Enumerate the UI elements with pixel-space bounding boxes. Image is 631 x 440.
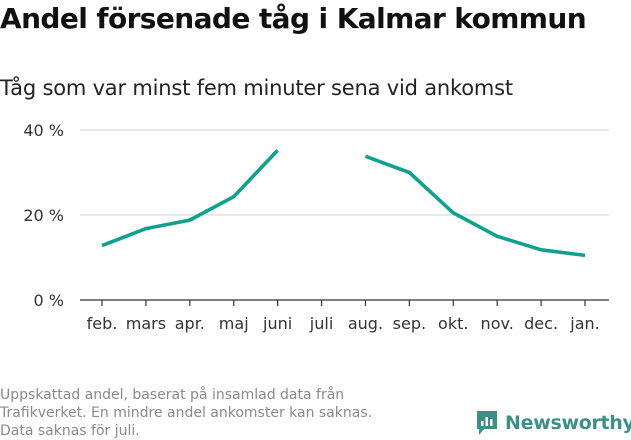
y-tick-label: 40 % (23, 121, 64, 140)
y-tick-labels: 0 % 20 % 40 % (23, 121, 64, 310)
y-tick-label: 0 % (34, 291, 64, 310)
y-tick-label: 20 % (23, 206, 64, 225)
x-tick-label: mars (126, 314, 166, 333)
x-tick-label: okt. (438, 314, 468, 333)
footnote: Uppskattad andel, baserat på insamlad da… (0, 386, 440, 440)
x-tick-label: juli (309, 314, 333, 333)
x-tick-label: dec. (524, 314, 558, 333)
x-tick-label: maj (219, 314, 249, 333)
x-tick-label: nov. (481, 314, 514, 333)
footnote-line: Uppskattad andel, baserat på insamlad da… (0, 387, 345, 403)
footnote-line: Trafikverket. En mindre andel ankomster … (0, 405, 373, 421)
x-tick-label: feb. (87, 314, 118, 333)
x-tick-label: apr. (175, 314, 205, 333)
footnote-line: Data saknas för juli. (0, 423, 140, 439)
series-line (101, 149, 279, 248)
series-lines (101, 149, 586, 258)
x-tick-label: sep. (393, 314, 426, 333)
newsworthy-logo: Newsworthy (475, 408, 631, 438)
x-tick-labels: feb. mars apr. maj juni juli aug. sep. okt. nov. d… (87, 314, 600, 333)
chart-subtitle: Tåg som var minst fem minuter sena vid a… (0, 76, 513, 100)
x-axis (80, 299, 609, 306)
x-tick-label: jan. (569, 314, 599, 333)
gridlines (80, 129, 609, 216)
x-tick-label: juni (262, 314, 292, 333)
series-line (364, 154, 586, 258)
chart-title: Andel försenade tåg i Kalmar kommun (0, 2, 587, 35)
x-tick-label: aug. (348, 314, 383, 333)
brand-name: Newsworthy (505, 412, 631, 434)
newsworthy-logo-icon (477, 411, 497, 435)
line-chart: 0 % 20 % 40 % feb. mars apr. maj juni juli aug. s… (23, 121, 609, 333)
